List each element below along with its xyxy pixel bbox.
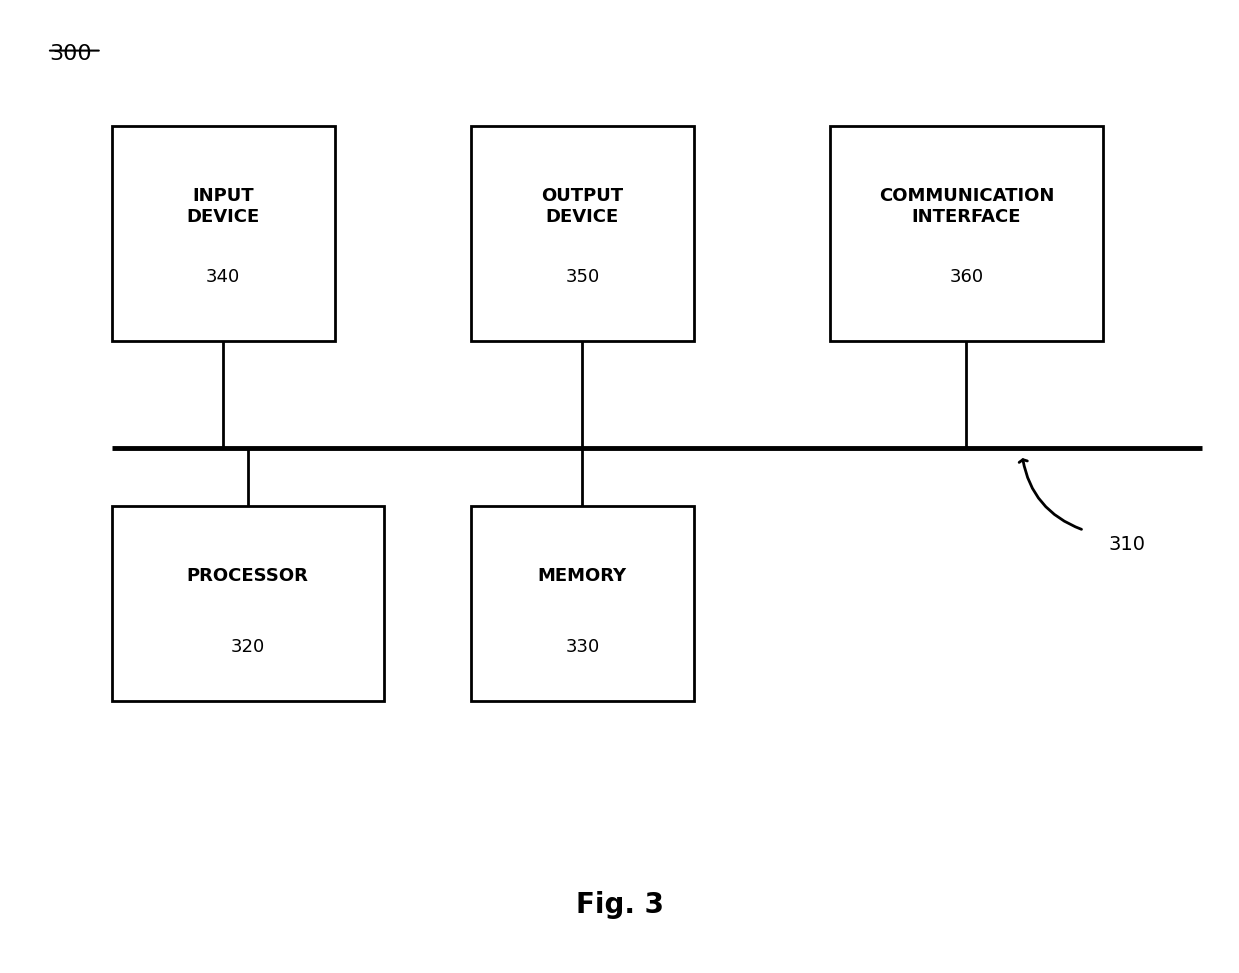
Text: PROCESSOR: PROCESSOR <box>187 567 309 585</box>
Text: 300: 300 <box>50 44 92 64</box>
FancyBboxPatch shape <box>471 126 694 341</box>
Text: 330: 330 <box>565 638 600 656</box>
FancyBboxPatch shape <box>112 506 384 701</box>
FancyBboxPatch shape <box>112 126 335 341</box>
Text: 310: 310 <box>1109 535 1146 555</box>
Text: 320: 320 <box>230 638 265 656</box>
Text: Fig. 3: Fig. 3 <box>575 891 664 919</box>
Text: 360: 360 <box>949 269 984 286</box>
Text: COMMUNICATION
INTERFACE: COMMUNICATION INTERFACE <box>878 187 1054 226</box>
Text: INPUT
DEVICE: INPUT DEVICE <box>186 187 260 226</box>
FancyBboxPatch shape <box>471 506 694 701</box>
Text: OUTPUT
DEVICE: OUTPUT DEVICE <box>541 187 623 226</box>
Text: MEMORY: MEMORY <box>538 567 627 585</box>
Text: 340: 340 <box>206 269 240 286</box>
FancyBboxPatch shape <box>830 126 1103 341</box>
Text: 350: 350 <box>565 269 600 286</box>
